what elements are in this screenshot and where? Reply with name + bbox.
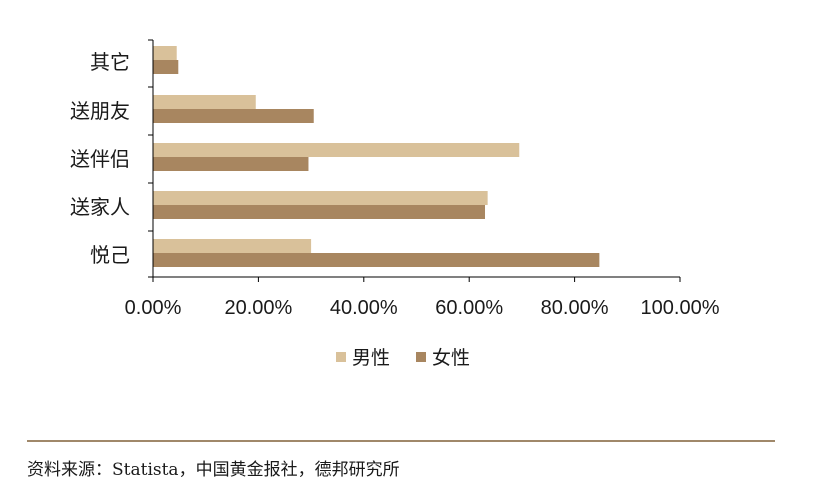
- bar-male-4: [153, 46, 177, 60]
- legend-swatch-male: [336, 352, 346, 362]
- x-tick-label: 80.00%: [541, 297, 609, 319]
- category-label: 送伴侣: [70, 147, 130, 171]
- bar-male-3: [153, 95, 256, 109]
- bar-male-0: [153, 239, 312, 253]
- x-tick-label: 20.00%: [224, 297, 292, 319]
- category-label: 其它: [90, 50, 130, 74]
- x-tick-label: 0.00%: [125, 297, 182, 319]
- bar-female-0: [153, 253, 600, 267]
- x-tick-label: 100.00%: [641, 297, 720, 319]
- bar-female-3: [153, 109, 314, 123]
- x-tick-label: 40.00%: [330, 297, 398, 319]
- bar-male-1: [153, 191, 488, 205]
- category-label: 悦己: [90, 243, 130, 267]
- category-label: 送朋友: [70, 99, 130, 123]
- bar-female-2: [153, 157, 309, 171]
- bar-male-2: [153, 143, 520, 157]
- legend-swatch-female: [416, 352, 426, 362]
- legend-label-female: 女性: [432, 347, 470, 369]
- bar-female-4: [153, 60, 179, 74]
- legend-label-male: 男性: [352, 347, 390, 369]
- category-label: 送家人: [70, 195, 130, 219]
- source-text: 资料来源：Statista，中国黄金报社，德邦研究所: [27, 460, 400, 480]
- bar-female-1: [153, 205, 486, 219]
- source-divider: [27, 440, 775, 442]
- x-tick-label: 60.00%: [435, 297, 503, 319]
